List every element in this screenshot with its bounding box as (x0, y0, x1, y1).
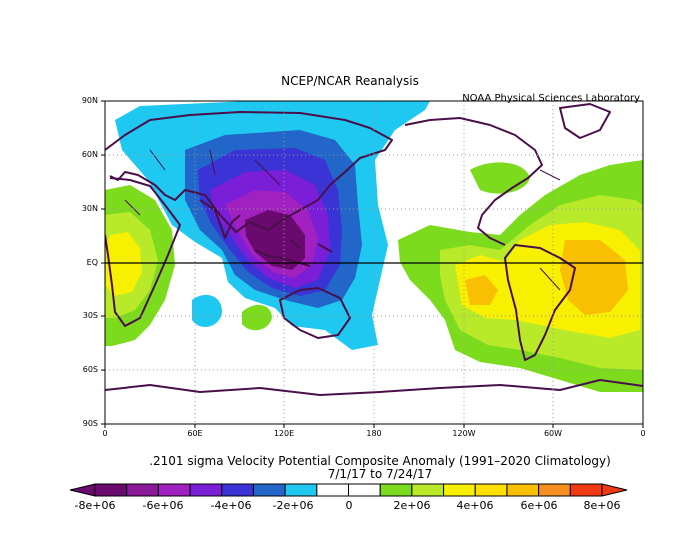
lat-label-eq: EQ (86, 258, 98, 267)
colorbar-swatch (157, 483, 191, 497)
colorbar-label: 4e+06 (456, 499, 494, 512)
colorbar-swatch (252, 483, 286, 497)
lat-label-90n: 90N (81, 96, 98, 105)
colorbar-swatch (474, 483, 508, 497)
colorbar-swatch (379, 483, 413, 497)
caption-line-2: 7/1/17 to 7/24/17 (327, 467, 433, 481)
caption-line-1: .2101 sigma Velocity Potential Composite… (149, 454, 611, 468)
colorbar-label: 6e+06 (520, 499, 558, 512)
coast-north-america (404, 117, 543, 246)
lon-label-60e: 60E (187, 429, 203, 438)
positive-max-atlantic (560, 240, 628, 315)
colorbar-swatch (94, 483, 128, 497)
coast-australia (279, 287, 351, 339)
colorbar-label: -8e+06 (74, 499, 116, 512)
lat-label-90s: 90S (82, 419, 98, 428)
colorbar-label: 2e+06 (393, 499, 431, 512)
colorbar-arrow-low (69, 483, 96, 497)
map-title: NCEP/NCAR Reanalysis (281, 74, 419, 88)
lat-label-60s: 60S (82, 365, 98, 374)
colorbar-swatch (411, 483, 445, 497)
colorbar-arrow-high (601, 483, 628, 497)
coast-europe-asia (105, 111, 393, 233)
colorbar-swatch (284, 483, 318, 497)
colorbar-label: -2e+06 (272, 499, 314, 512)
colorbar-label: 8e+06 (583, 499, 621, 512)
colorbar-swatch (221, 483, 254, 497)
lon-label-120e: 120E (273, 429, 295, 438)
colorbar-label: 0 (345, 499, 353, 512)
lab-label: NOAA Physical Sciences Laboratory (462, 93, 640, 104)
country-borders (124, 149, 561, 291)
lon-label-0-east: 0 (640, 429, 646, 438)
lat-label-30s: 30S (82, 311, 98, 320)
positive-strong-africa (106, 232, 142, 296)
positive-weak-canada (470, 162, 530, 194)
gridlines (105, 101, 643, 424)
coast-india (199, 199, 241, 239)
lat-label-60n: 60N (81, 150, 98, 159)
coastlines (105, 103, 643, 396)
coast-antarctica (105, 379, 643, 396)
colorbar-swatch (348, 483, 381, 497)
coast-greenland (559, 103, 611, 139)
positive-max-pacific (465, 275, 498, 305)
colorbar (69, 483, 628, 497)
colorbar-swatch (506, 483, 540, 497)
coast-south-america (504, 244, 576, 361)
lon-label-0-west: 0 (102, 429, 108, 438)
negative-max-region (245, 210, 305, 270)
colorbar-label: -6e+06 (142, 499, 184, 512)
lat-label-30n: 30N (81, 204, 98, 213)
colorbar-swatch (569, 483, 603, 497)
axis-ticks (101, 100, 644, 428)
lon-label-120w: 120W (452, 429, 476, 438)
colorbar-swatch (443, 483, 476, 497)
colorbar-swatch (189, 483, 223, 497)
colorbar-label: -4e+06 (210, 499, 252, 512)
positive-weak-west-aus (242, 304, 272, 331)
colorbar-swatch (316, 483, 349, 497)
coast-africa (105, 177, 181, 327)
colorbar-swatch (538, 483, 571, 497)
colorbar-swatch (126, 483, 159, 497)
lon-label-180: 180 (366, 429, 382, 438)
lon-label-60w: 60W (543, 429, 563, 438)
negative-weak-patch-south (192, 294, 222, 327)
